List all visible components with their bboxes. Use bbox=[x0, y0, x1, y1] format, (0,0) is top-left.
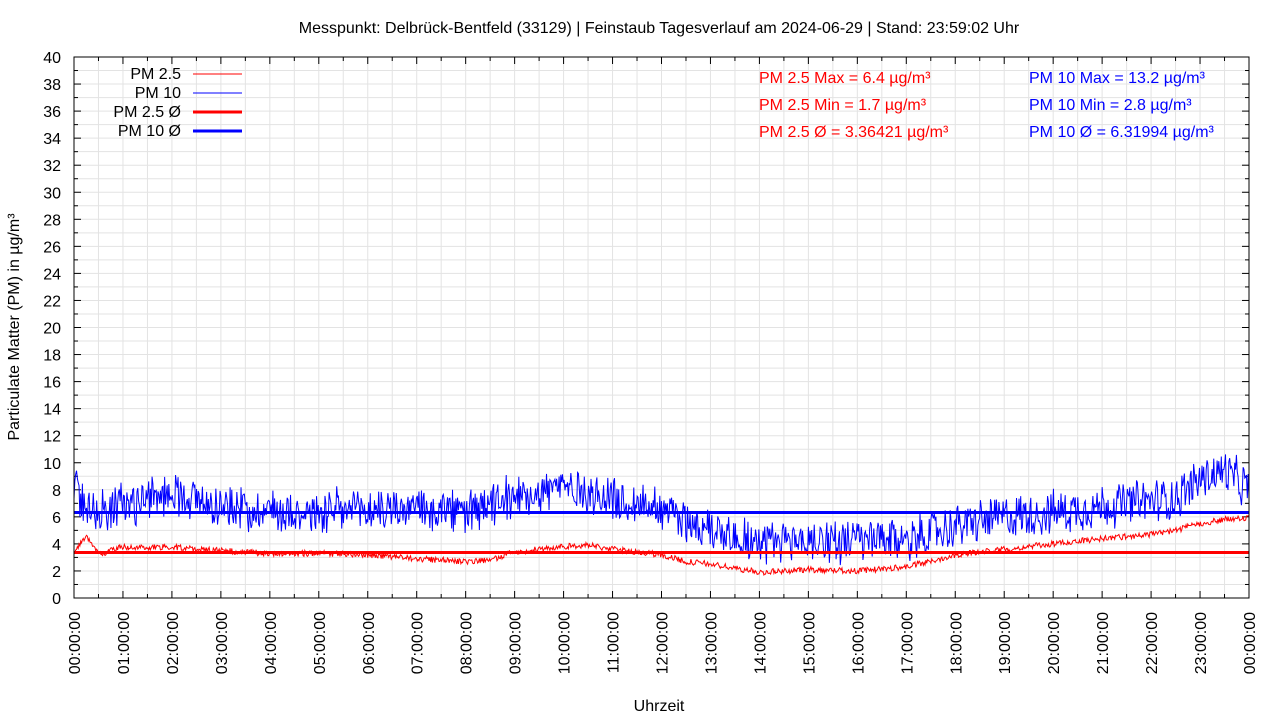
legend-label-pm10: PM 10 bbox=[135, 85, 181, 102]
y-tick-label: 30 bbox=[43, 185, 61, 202]
annotation-pm25-min: PM 2.5 Min = 1.7 µg/m³ bbox=[759, 97, 927, 114]
y-tick-label: 14 bbox=[43, 402, 61, 419]
x-tick-label: 20:00:00 bbox=[1046, 612, 1063, 674]
y-tick-label: 38 bbox=[43, 77, 61, 94]
x-tick-label: 13:00:00 bbox=[703, 612, 720, 674]
x-tick-label: 00:00:00 bbox=[1242, 612, 1259, 674]
y-tick-label: 26 bbox=[43, 239, 61, 256]
y-tick-label: 6 bbox=[52, 510, 61, 527]
legend: PM 2.5 PM 10 PM 2.5 Ø PM 10 Ø bbox=[113, 66, 242, 140]
y-axis-label: Particulate Matter (PM) in µg/m³ bbox=[6, 213, 23, 441]
x-tick-label: 08:00:00 bbox=[459, 612, 476, 674]
x-tick-label: 11:00:00 bbox=[606, 612, 623, 673]
chart-title: Messpunkt: Delbrück-Bentfeld (33129) | F… bbox=[299, 20, 1020, 37]
y-tick-label: 24 bbox=[43, 266, 61, 283]
statistics-annotations: PM 2.5 Max = 6.4 µg/m³ PM 2.5 Min = 1.7 … bbox=[759, 70, 1215, 141]
y-tick-label: 20 bbox=[43, 321, 61, 338]
y-tick-label: 36 bbox=[43, 104, 61, 121]
x-tick-label: 03:00:00 bbox=[214, 612, 231, 674]
annotation-pm10-avg: PM 10 Ø = 6.31994 µg/m³ bbox=[1029, 124, 1215, 141]
x-tick-label: 23:00:00 bbox=[1193, 612, 1210, 674]
y-tick-label: 12 bbox=[43, 429, 61, 446]
x-tick-label: 07:00:00 bbox=[410, 612, 427, 674]
y-tick-label: 32 bbox=[43, 158, 61, 175]
plot-border bbox=[73, 56, 1250, 599]
x-tick-label: 00:00:00 bbox=[67, 612, 84, 674]
y-tick-label: 28 bbox=[43, 212, 61, 229]
series-layer bbox=[73, 454, 1250, 577]
y-tick-label: 22 bbox=[43, 293, 61, 310]
x-tick-label: 15:00:00 bbox=[801, 612, 818, 674]
x-tick-label: 10:00:00 bbox=[557, 612, 574, 674]
legend-label-pm25: PM 2.5 bbox=[130, 66, 181, 83]
y-tick-label: 10 bbox=[43, 456, 61, 473]
legend-label-pm10-avg: PM 10 Ø bbox=[118, 123, 181, 140]
x-tick-label: 18:00:00 bbox=[948, 612, 965, 674]
annotation-pm10-max: PM 10 Max = 13.2 µg/m³ bbox=[1029, 70, 1206, 87]
x-tick-labels: 00:00:00 01:00:00 02:00:00 03:00:00 04:00:00… bbox=[67, 612, 1259, 674]
x-tick-label: 04:00:00 bbox=[263, 612, 280, 674]
y-tick-label: 16 bbox=[43, 375, 61, 392]
x-tick-label: 09:00:00 bbox=[508, 612, 525, 674]
x-tick-label: 14:00:00 bbox=[752, 612, 769, 674]
x-tick-label: 01:00:00 bbox=[116, 612, 133, 674]
y-tick-label: 0 bbox=[52, 591, 61, 608]
x-tick-label: 22:00:00 bbox=[1144, 612, 1161, 674]
x-tick-label: 06:00:00 bbox=[361, 612, 378, 674]
x-axis-label: Uhrzeit bbox=[634, 698, 685, 715]
legend-label-pm25-avg: PM 2.5 Ø bbox=[113, 104, 181, 121]
x-tick-label: 05:00:00 bbox=[312, 612, 329, 674]
x-tick-label: 17:00:00 bbox=[899, 612, 916, 674]
y-tick-label: 40 bbox=[43, 50, 61, 67]
x-tick-label: 02:00:00 bbox=[165, 612, 182, 674]
y-tick-label: 2 bbox=[52, 564, 61, 581]
x-tick-label: 16:00:00 bbox=[850, 612, 867, 674]
annotation-pm25-max: PM 2.5 Max = 6.4 µg/m³ bbox=[759, 70, 931, 87]
x-tick-label: 12:00:00 bbox=[655, 612, 672, 674]
annotation-pm25-avg: PM 2.5 Ø = 3.36421 µg/m³ bbox=[759, 124, 949, 141]
y-tick-label: 4 bbox=[52, 537, 61, 554]
y-tick-label: 8 bbox=[52, 483, 61, 500]
x-tick-label: 19:00:00 bbox=[997, 612, 1014, 674]
x-tick-label: 21:00:00 bbox=[1095, 612, 1112, 674]
annotation-pm10-min: PM 10 Min = 2.8 µg/m³ bbox=[1029, 97, 1192, 114]
y-tick-label: 34 bbox=[43, 131, 61, 148]
grid bbox=[73, 56, 1250, 599]
y-tick-label: 18 bbox=[43, 348, 61, 365]
series-line-pm-10 bbox=[73, 454, 1250, 566]
